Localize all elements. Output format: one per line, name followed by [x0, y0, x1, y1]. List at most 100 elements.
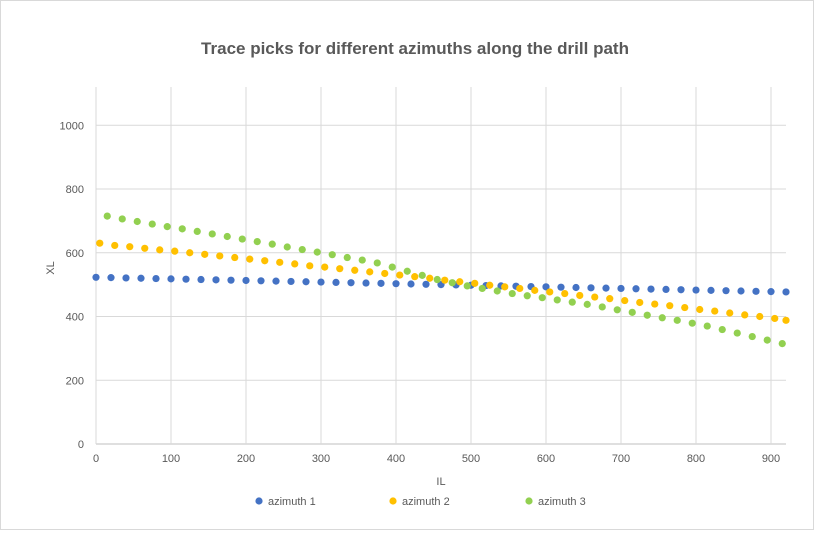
x-tick-label: 700 — [612, 453, 630, 465]
y-tick-label: 0 — [78, 439, 84, 451]
data-point — [126, 243, 134, 251]
data-point — [276, 258, 284, 266]
data-point — [283, 243, 291, 251]
x-tick-label: 400 — [387, 453, 405, 465]
legend-marker — [525, 497, 533, 505]
data-point — [122, 274, 130, 282]
data-point — [396, 271, 404, 279]
data-point — [703, 322, 711, 330]
data-point — [227, 276, 235, 284]
data-point — [343, 253, 351, 262]
x-tick-label: 800 — [687, 453, 705, 465]
data-point — [302, 278, 310, 286]
data-point — [688, 319, 696, 327]
data-point — [118, 215, 126, 223]
data-point — [433, 275, 441, 284]
legend-label: azimuth 3 — [538, 496, 586, 508]
data-point — [178, 225, 186, 233]
data-point — [287, 277, 295, 286]
data-point — [598, 303, 606, 311]
chart-title: Trace picks for different azimuths along… — [201, 39, 629, 58]
data-point — [141, 244, 149, 252]
data-point — [313, 248, 321, 256]
data-point — [96, 239, 104, 247]
y-tick-label: 400 — [66, 312, 84, 324]
data-point — [152, 274, 160, 283]
data-point — [268, 240, 276, 248]
data-point — [767, 288, 775, 296]
data-point — [628, 308, 636, 316]
data-point — [373, 259, 381, 267]
data-point — [726, 309, 734, 317]
data-point — [557, 283, 565, 291]
data-point — [621, 296, 629, 305]
data-point — [516, 284, 524, 293]
data-point — [208, 230, 216, 238]
data-point — [167, 275, 175, 283]
data-point — [328, 251, 336, 259]
data-point — [692, 286, 700, 294]
data-point — [756, 312, 764, 321]
data-point — [246, 255, 254, 263]
data-point — [362, 279, 370, 287]
data-point — [591, 293, 599, 301]
data-point — [673, 316, 681, 324]
data-point — [572, 283, 580, 292]
data-point — [718, 325, 726, 334]
data-point — [606, 295, 614, 303]
data-point — [576, 291, 584, 300]
data-point — [92, 273, 100, 281]
data-point — [583, 300, 591, 308]
data-point — [133, 217, 141, 226]
series-3 — [103, 212, 786, 348]
x-tick-label: 300 — [312, 453, 330, 465]
x-tick-label: 100 — [162, 453, 180, 465]
data-point — [242, 276, 250, 285]
legend: azimuth 1 azimuth 2 azimuth 3 — [255, 496, 586, 508]
data-point — [411, 273, 419, 281]
data-point — [392, 280, 400, 288]
data-point — [426, 274, 434, 282]
data-point — [542, 283, 550, 291]
data-point — [111, 241, 119, 250]
data-point — [107, 274, 115, 282]
data-point — [193, 227, 201, 235]
x-tick-label: 0 — [93, 453, 99, 465]
data-point — [317, 278, 325, 286]
data-point — [471, 279, 479, 287]
series-2 — [96, 239, 790, 324]
data-point — [662, 285, 670, 294]
data-point — [407, 280, 415, 288]
x-axis-label: IL — [436, 476, 445, 488]
y-tick-label: 600 — [66, 248, 84, 260]
data-point — [182, 275, 190, 283]
data-point — [643, 311, 651, 319]
data-point — [486, 281, 494, 289]
data-point — [403, 267, 411, 275]
data-point — [602, 284, 610, 292]
data-point — [741, 311, 749, 319]
legend-label: azimuth 2 — [402, 496, 450, 508]
data-point — [763, 336, 771, 344]
x-tick-label: 600 — [537, 453, 555, 465]
data-point — [651, 300, 659, 308]
y-tick-label: 1000 — [60, 120, 84, 132]
data-point — [782, 288, 790, 296]
data-point — [253, 237, 261, 246]
data-point — [696, 305, 704, 314]
data-point — [332, 278, 340, 286]
data-point — [707, 286, 715, 294]
data-point — [377, 279, 385, 287]
data-point — [647, 285, 655, 293]
data-point — [677, 286, 685, 294]
data-point — [171, 247, 179, 255]
y-tick-labels: 0 200 400 600 800 1000 — [60, 120, 84, 451]
data-point — [523, 292, 531, 300]
data-point — [501, 283, 509, 291]
data-point — [148, 220, 156, 228]
data-point — [778, 339, 786, 348]
data-point — [197, 275, 205, 284]
data-point — [441, 276, 449, 284]
data-point — [722, 287, 730, 295]
